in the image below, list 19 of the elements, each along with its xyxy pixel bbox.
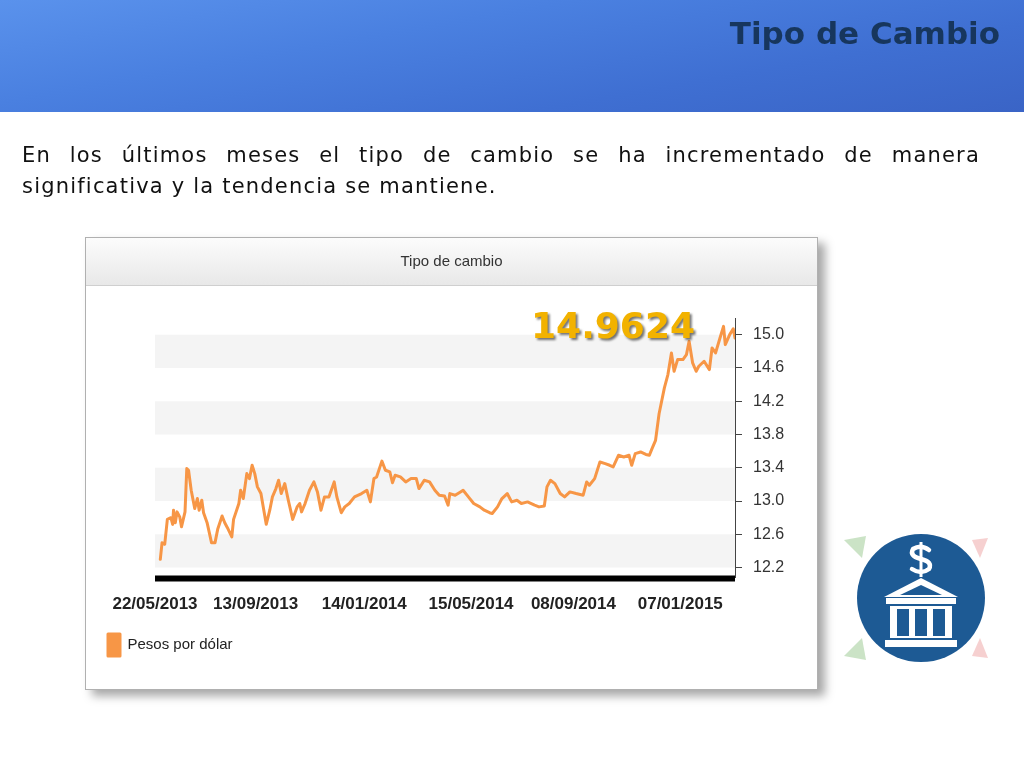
x-tick-label: 13/09/2013 (213, 594, 299, 614)
chart-subtitle: En los últimos meses el tipo de cambio se ha incrementado de manera significativa y la tendencia se mantiene. (22, 142, 980, 200)
x-tick-label: 08/09/2014 (530, 594, 617, 614)
x-tick-label: 22/05/2013 (112, 594, 198, 614)
text: Tipo de Cambio (729, 15, 1000, 51)
x-tick-label: 15/05/2014 (428, 594, 515, 614)
y-tick-label: 13.4 (753, 458, 785, 476)
y-tick-label: 13.0 (753, 491, 785, 509)
y-tick-label: 12.2 (753, 558, 785, 576)
legend-label: Pesos por dólar (127, 635, 233, 653)
y-tick-label: 14.2 (753, 391, 785, 409)
y-tick-label: 14.6 (753, 358, 785, 376)
y-tick-label: 12.6 (753, 524, 785, 542)
x-tick-label: 14/01/2014 (321, 594, 408, 614)
x-tick-label: 07/01/2015 (637, 594, 723, 614)
annotation: 14.9624 (531, 304, 695, 346)
y-tick-label: 15.0 (753, 325, 785, 343)
y-tick-label: 13.8 (753, 424, 785, 442)
text: Tipo de cambio (399, 252, 504, 269)
